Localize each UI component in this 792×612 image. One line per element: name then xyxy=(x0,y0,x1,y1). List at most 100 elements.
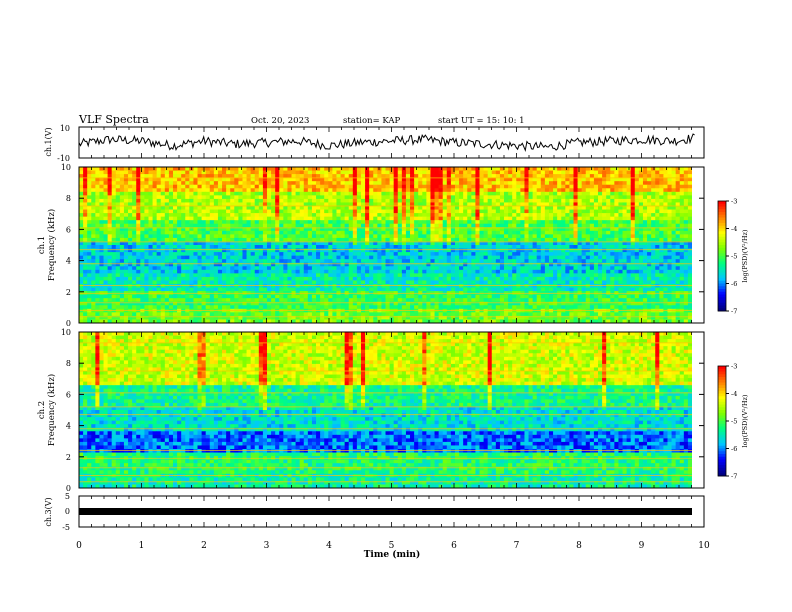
spectrogram-cell xyxy=(287,191,292,196)
spectrogram-cell xyxy=(352,213,358,218)
spectrogram-cell xyxy=(504,167,509,171)
spectrogram-cell xyxy=(172,266,178,271)
spectrogram-cell xyxy=(140,227,145,232)
spectrogram-cell xyxy=(299,237,305,242)
spectrogram-cell xyxy=(197,184,202,189)
spectrogram-cell xyxy=(332,174,337,179)
spectrogram-cell xyxy=(679,167,685,171)
spectrogram-cell xyxy=(365,223,370,228)
spectrogram-cell xyxy=(271,259,276,264)
spectrogram-cell xyxy=(548,216,554,221)
spectrogram-cell xyxy=(230,206,235,210)
spectrogram-cell xyxy=(426,191,431,196)
spectrogram-cell xyxy=(610,202,615,207)
spectrogram-cell xyxy=(516,167,521,171)
spectrogram-cell xyxy=(160,280,166,285)
spectrogram-cell xyxy=(266,245,272,249)
spectrogram-cell xyxy=(512,234,517,239)
spectrogram-cell xyxy=(418,184,423,189)
spectrogram-cell xyxy=(160,181,166,186)
spectrogram-cell xyxy=(557,269,562,274)
spectrogram-cell xyxy=(222,209,227,214)
spectrogram-cell xyxy=(454,223,460,228)
spectrogram-cell xyxy=(565,191,570,196)
spectrogram-cell xyxy=(553,198,558,203)
spectrogram-cell xyxy=(475,266,480,271)
spectrogram-cell xyxy=(393,191,399,196)
spectrogram-cell xyxy=(389,227,395,232)
spectrogram-cell xyxy=(181,269,186,274)
spectrogram-cell xyxy=(459,262,464,267)
spectrogram-cell xyxy=(381,198,386,203)
spectrogram-cell xyxy=(638,209,644,214)
spectrogram-cell xyxy=(512,202,517,207)
spectrogram-cell xyxy=(687,198,693,203)
spectrogram-cell xyxy=(132,262,137,267)
spectrogram-cell xyxy=(266,223,272,228)
spectrogram-cell xyxy=(209,269,215,274)
spectrogram-cell xyxy=(438,174,444,179)
spectrogram-cell xyxy=(487,206,493,210)
spectrogram-cell xyxy=(91,237,96,242)
spectrogram-cell xyxy=(258,234,264,239)
spectrogram-cell xyxy=(491,227,497,232)
spectrogram-cell xyxy=(557,234,562,239)
spectrogram-cell xyxy=(234,269,239,274)
spectrogram-cell xyxy=(397,237,403,242)
spectrogram-cell xyxy=(561,241,566,246)
spectrogram-cell xyxy=(103,276,109,281)
spectrogram-cell xyxy=(463,241,468,246)
spectrogram-cell xyxy=(434,220,440,225)
spectrogram-cell xyxy=(242,262,247,267)
spectrogram-cell xyxy=(438,252,444,257)
spectrogram-cell xyxy=(119,237,125,242)
spectrogram-cell xyxy=(634,273,640,278)
spectrogram-cell xyxy=(197,223,202,228)
spectrogram-cell xyxy=(434,202,440,207)
spectrogram-cell xyxy=(111,209,117,214)
spectrogram-cell xyxy=(553,266,558,271)
spectrogram-cell xyxy=(647,280,652,285)
spectrogram-cell xyxy=(647,241,652,246)
spectrogram-cell xyxy=(246,241,252,246)
spectrogram-cell xyxy=(83,230,88,235)
spectrogram-cell xyxy=(504,259,509,264)
spectrogram-cell xyxy=(671,177,677,182)
spectrogram-cell xyxy=(181,195,186,200)
spectrogram-cell xyxy=(344,266,350,271)
spectrogram-cell xyxy=(655,223,660,228)
spectrogram-cell xyxy=(107,198,113,203)
spectrogram-cell xyxy=(487,213,493,218)
spectrogram-cell xyxy=(642,188,648,193)
spectrogram-cell xyxy=(238,227,243,232)
spectrogram-cell xyxy=(201,188,207,193)
spectrogram-cell xyxy=(271,220,276,225)
spectrogram-cell xyxy=(647,184,652,189)
spectrogram-cell xyxy=(401,177,407,182)
spectrogram-cell xyxy=(332,259,337,264)
spectrogram-cell xyxy=(369,213,374,218)
spectrogram-cell xyxy=(577,209,583,214)
spectrogram-cell xyxy=(434,170,440,175)
spectrogram-cell xyxy=(508,174,513,179)
spectrogram-cell xyxy=(226,252,231,257)
spectrogram-cell xyxy=(430,252,435,257)
spectrogram-cell xyxy=(463,248,468,253)
spectrogram-cell xyxy=(201,273,207,278)
spectrogram-cell xyxy=(164,167,170,171)
spectrogram-cell xyxy=(593,181,599,186)
spectrogram-cell xyxy=(128,181,133,186)
spectrogram-cell xyxy=(553,245,558,249)
spectrogram-cell xyxy=(683,237,689,242)
spectrogram-cell xyxy=(283,241,288,246)
spectrogram-cell xyxy=(226,191,231,196)
spectrogram-cell xyxy=(540,259,546,264)
spectrogram-cell xyxy=(397,181,403,186)
spectrogram-cell xyxy=(348,266,354,271)
spectrogram-cell xyxy=(311,230,317,235)
spectrogram-cell xyxy=(536,198,542,203)
spectrogram-cell xyxy=(414,209,419,214)
spectrogram-cell xyxy=(495,227,501,232)
spectrogram-cell xyxy=(687,234,693,239)
spectrogram-cell xyxy=(389,209,395,214)
